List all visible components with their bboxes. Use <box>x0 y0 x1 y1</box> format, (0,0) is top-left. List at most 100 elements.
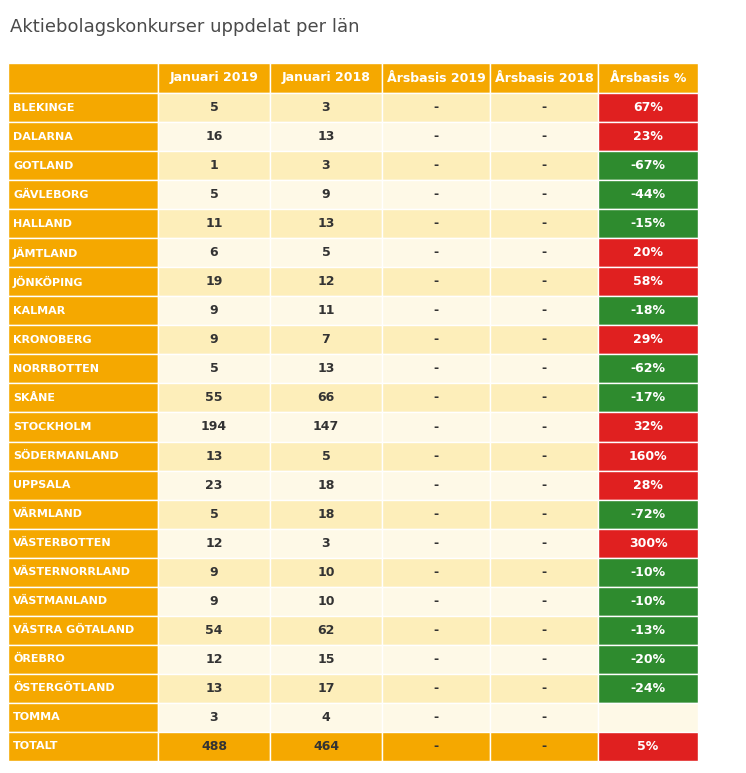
Text: -: - <box>542 653 547 666</box>
FancyBboxPatch shape <box>270 180 382 209</box>
Text: JÖNKÖPING: JÖNKÖPING <box>13 276 84 288</box>
Text: -: - <box>433 450 439 462</box>
FancyBboxPatch shape <box>598 557 698 587</box>
Text: 13: 13 <box>317 130 335 143</box>
Text: GÄVLEBORG: GÄVLEBORG <box>13 189 89 199</box>
FancyBboxPatch shape <box>158 413 270 441</box>
Text: 15: 15 <box>317 653 335 666</box>
Text: -10%: -10% <box>630 566 665 579</box>
Text: 28%: 28% <box>633 478 663 492</box>
FancyBboxPatch shape <box>8 674 158 703</box>
Text: -: - <box>433 682 439 695</box>
FancyBboxPatch shape <box>158 616 270 645</box>
FancyBboxPatch shape <box>382 441 490 471</box>
FancyBboxPatch shape <box>270 616 382 645</box>
FancyBboxPatch shape <box>382 557 490 587</box>
Text: -: - <box>542 624 547 637</box>
Text: -: - <box>542 159 547 172</box>
Text: -: - <box>433 275 439 288</box>
FancyBboxPatch shape <box>598 180 698 209</box>
Text: 464: 464 <box>313 740 339 753</box>
Text: 18: 18 <box>317 508 335 521</box>
FancyBboxPatch shape <box>270 587 382 616</box>
Text: DALARNA: DALARNA <box>13 131 73 141</box>
FancyBboxPatch shape <box>270 529 382 557</box>
FancyBboxPatch shape <box>158 703 270 732</box>
Text: -24%: -24% <box>630 682 665 695</box>
FancyBboxPatch shape <box>598 296 698 325</box>
FancyBboxPatch shape <box>8 383 158 413</box>
FancyBboxPatch shape <box>490 93 598 122</box>
FancyBboxPatch shape <box>270 557 382 587</box>
Text: Årsbasis 2019: Årsbasis 2019 <box>386 71 486 84</box>
Text: 11: 11 <box>317 305 335 318</box>
FancyBboxPatch shape <box>598 413 698 441</box>
Text: -: - <box>433 740 439 753</box>
Text: -: - <box>542 536 547 550</box>
FancyBboxPatch shape <box>158 209 270 238</box>
FancyBboxPatch shape <box>490 471 598 499</box>
Text: 13: 13 <box>317 363 335 376</box>
Text: 300%: 300% <box>629 536 668 550</box>
Text: -72%: -72% <box>630 508 665 521</box>
Text: 1: 1 <box>210 159 219 172</box>
Text: 20%: 20% <box>633 247 663 259</box>
Text: -: - <box>433 101 439 114</box>
FancyBboxPatch shape <box>598 209 698 238</box>
Text: -: - <box>542 333 547 346</box>
Text: -: - <box>433 421 439 434</box>
FancyBboxPatch shape <box>8 616 158 645</box>
FancyBboxPatch shape <box>158 267 270 296</box>
FancyBboxPatch shape <box>8 732 158 761</box>
Text: Aktiebolagskonkurser uppdelat per län: Aktiebolagskonkurser uppdelat per län <box>10 18 360 36</box>
FancyBboxPatch shape <box>270 267 382 296</box>
FancyBboxPatch shape <box>490 413 598 441</box>
Text: 13: 13 <box>205 682 223 695</box>
FancyBboxPatch shape <box>382 180 490 209</box>
FancyBboxPatch shape <box>490 63 598 93</box>
FancyBboxPatch shape <box>158 383 270 413</box>
FancyBboxPatch shape <box>8 587 158 616</box>
FancyBboxPatch shape <box>8 238 158 267</box>
FancyBboxPatch shape <box>382 674 490 703</box>
Text: Årsbasis %: Årsbasis % <box>609 71 686 84</box>
FancyBboxPatch shape <box>270 238 382 267</box>
Text: 9: 9 <box>210 333 219 346</box>
Text: 3: 3 <box>322 536 330 550</box>
Text: 12: 12 <box>317 275 335 288</box>
FancyBboxPatch shape <box>490 441 598 471</box>
Text: -: - <box>433 159 439 172</box>
FancyBboxPatch shape <box>158 93 270 122</box>
Text: 54: 54 <box>205 624 223 637</box>
FancyBboxPatch shape <box>490 267 598 296</box>
Text: 62: 62 <box>317 624 335 637</box>
Text: 10: 10 <box>317 566 335 579</box>
FancyBboxPatch shape <box>158 441 270 471</box>
Text: 23%: 23% <box>633 130 663 143</box>
Text: 13: 13 <box>205 450 223 462</box>
FancyBboxPatch shape <box>158 122 270 151</box>
FancyBboxPatch shape <box>598 499 698 529</box>
FancyBboxPatch shape <box>490 122 598 151</box>
Text: -: - <box>433 247 439 259</box>
FancyBboxPatch shape <box>490 180 598 209</box>
FancyBboxPatch shape <box>8 471 158 499</box>
Text: 3: 3 <box>322 159 330 172</box>
FancyBboxPatch shape <box>382 529 490 557</box>
FancyBboxPatch shape <box>270 732 382 761</box>
FancyBboxPatch shape <box>270 471 382 499</box>
FancyBboxPatch shape <box>270 151 382 180</box>
Text: -: - <box>433 653 439 666</box>
Text: TOTALT: TOTALT <box>13 741 58 751</box>
Text: 6: 6 <box>210 247 219 259</box>
Text: 19: 19 <box>205 275 223 288</box>
FancyBboxPatch shape <box>598 122 698 151</box>
Text: BLEKINGE: BLEKINGE <box>13 103 75 113</box>
FancyBboxPatch shape <box>8 180 158 209</box>
FancyBboxPatch shape <box>598 238 698 267</box>
FancyBboxPatch shape <box>382 499 490 529</box>
FancyBboxPatch shape <box>270 296 382 325</box>
FancyBboxPatch shape <box>8 413 158 441</box>
Text: KALMAR: KALMAR <box>13 306 65 316</box>
Text: VÄSTERNORRLAND: VÄSTERNORRLAND <box>13 567 131 577</box>
